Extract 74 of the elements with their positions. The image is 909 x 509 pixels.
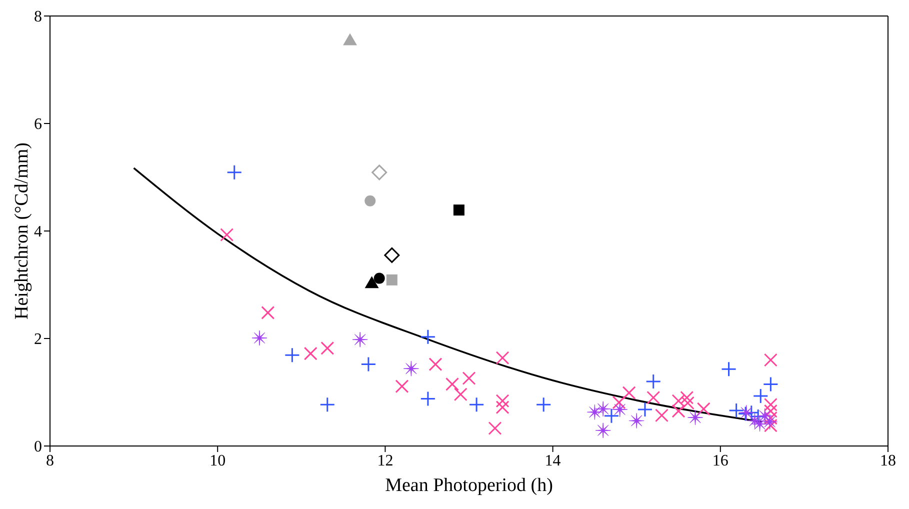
point [420,329,436,345]
point [764,353,778,367]
point [496,400,510,414]
point [637,402,653,418]
point [536,396,552,412]
point [343,33,358,46]
point [453,204,464,216]
point [364,276,379,288]
x-tick-label: 14 [544,452,561,470]
point [261,306,275,320]
point [226,164,242,180]
point [646,390,660,404]
point [728,402,744,418]
point [612,396,626,410]
point [672,404,686,418]
y-tick-label: 2 [34,331,42,348]
y-tick-label: 6 [34,116,42,134]
x-axis-title: Mean Photoperiod (h) [385,475,553,496]
point [752,416,768,432]
point [496,394,510,408]
point [360,356,376,372]
point [764,411,778,425]
point [220,228,234,242]
point [428,358,442,372]
x-tick-label: 18 [880,452,896,470]
point [696,402,710,416]
point [386,274,398,286]
point [395,380,409,394]
point [364,195,376,206]
point [595,422,611,438]
point [628,412,644,428]
point [764,418,778,432]
point [445,377,459,391]
point [646,374,662,390]
point [586,404,602,420]
point [496,351,510,365]
point [468,396,484,412]
point [672,394,686,408]
point [604,408,620,424]
point [764,398,778,412]
point [454,388,468,402]
point [680,390,694,404]
point [320,396,336,412]
point [612,402,628,418]
point [595,401,611,417]
point [252,330,268,346]
point [680,396,694,410]
point [688,410,704,426]
y-tick-label: 0 [34,438,42,456]
point [654,408,668,422]
point [762,376,778,392]
point [284,347,300,363]
point [304,346,318,360]
point [372,164,388,180]
y-tick-label: 8 [34,8,42,26]
x-tick-label: 16 [712,452,728,470]
point [403,360,419,376]
x-tick-label: 10 [210,452,226,470]
point [420,390,436,406]
point [622,386,636,400]
point [320,341,334,355]
point [374,272,385,284]
point [384,247,400,263]
point [764,404,778,418]
point [721,361,737,377]
x-tick-label: 12 [377,452,394,470]
point [488,422,502,436]
y-axis-title: Heightchron (°Cd/mm) [12,142,32,320]
point [752,388,768,404]
point [352,332,368,348]
point [462,372,476,386]
point [762,414,778,430]
y-tick-label: 4 [34,224,42,241]
x-tick-label: 8 [46,452,54,470]
